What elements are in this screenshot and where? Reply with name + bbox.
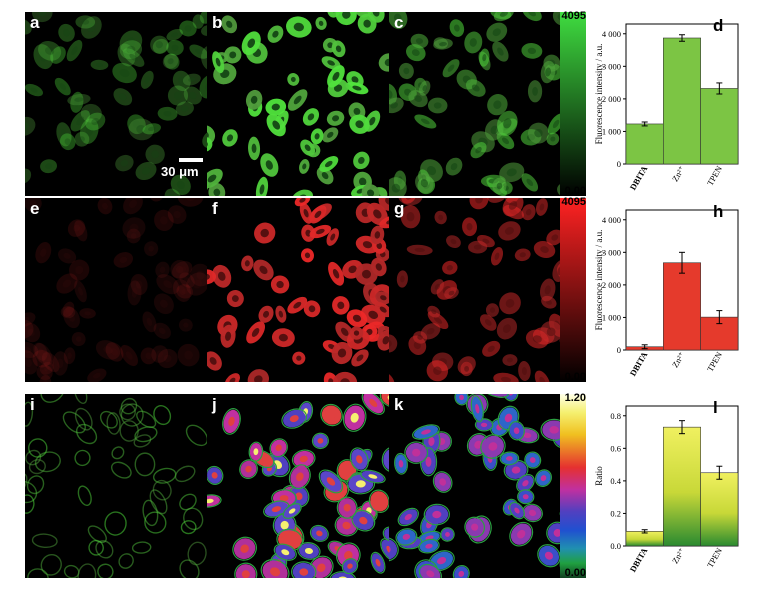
- micrograph-k: k: [389, 394, 571, 578]
- colorbar-green: [560, 12, 586, 196]
- bar-l-1: [663, 426, 701, 547]
- chart-label-l: l: [713, 398, 718, 417]
- bar-l-0: [625, 531, 664, 547]
- chart-svg-d: 0 1 000 2 000 3 000 4 000 Fluorescence intens…: [594, 23, 739, 192]
- y-axis-label: Ratio: [594, 466, 604, 486]
- micrograph-i: i: [25, 394, 207, 578]
- panel-label-c: c: [394, 13, 404, 32]
- panel-label-g: g: [394, 199, 405, 218]
- colorbar-ratio-max: 1.20: [564, 392, 586, 404]
- y-tick-label: 3 000: [602, 247, 621, 257]
- cell-image: [207, 198, 389, 382]
- y-tick-label: 1 000: [602, 312, 621, 322]
- micrograph-a: a 30 μm: [25, 12, 207, 196]
- chart-svg-l: 0.0 0.2 0.4 0.6 0.8 Ratio DBITA Zn²⁺ TPEN: [594, 405, 739, 574]
- category-label-d-2: TPEN: [705, 164, 724, 187]
- panel-label-f: f: [212, 199, 218, 218]
- cell-image: [207, 12, 389, 196]
- panel-label-j: j: [212, 395, 217, 414]
- y-tick-label: 0.0: [610, 541, 621, 551]
- colorbar-red: [560, 198, 586, 382]
- cell-image: [25, 12, 207, 196]
- micrograph-b: b: [207, 12, 389, 196]
- scale-bar-label: 30 μm: [161, 164, 199, 179]
- panel-label-e: e: [30, 199, 40, 218]
- cell-image: [389, 12, 571, 196]
- scale-bar: [179, 158, 203, 162]
- micrograph-c: c: [389, 12, 571, 196]
- bar-chart-l: 0.0 0.2 0.4 0.6 0.8 Ratio DBITA Zn²⁺ TPEN l: [592, 394, 747, 578]
- micrograph-f: f: [207, 198, 389, 382]
- bar-d-0: [625, 123, 664, 165]
- bar-chart-h: 0 1 000 2 000 3 000 4 000 Fluorescence intens…: [592, 198, 747, 382]
- y-tick-label: 1 000: [602, 126, 621, 136]
- bar-chart-d: 0 1 000 2 000 3 000 4 000 Fluorescence intens…: [592, 12, 747, 196]
- chart-label-d: d: [713, 16, 724, 35]
- bar-l-2: [700, 472, 739, 547]
- colorbar-green-max: 4095: [561, 10, 586, 22]
- colorbar-green-min: 0.00: [564, 185, 586, 197]
- y-axis-label: Fluorescence intensity / a.u.: [594, 230, 604, 331]
- cell-image: [389, 198, 571, 382]
- y-tick-label: 4 000: [602, 29, 621, 39]
- micrograph-j: j: [207, 394, 389, 578]
- panel-label-k: k: [394, 395, 404, 414]
- cell-image: [207, 394, 389, 578]
- y-tick-label: 0: [617, 159, 621, 169]
- y-tick-label: 2 000: [602, 94, 621, 104]
- colorbar-ratio: [560, 394, 586, 578]
- category-label-l-2: TPEN: [705, 546, 724, 569]
- y-tick-label: 0.6: [610, 443, 621, 453]
- colorbar-red-max: 4095: [561, 196, 586, 208]
- micrograph-g: g: [389, 198, 571, 382]
- colorbar-ratio-min: 0.00: [564, 567, 586, 579]
- bar-h-1: [663, 262, 701, 351]
- bar-d-1: [663, 37, 701, 165]
- bar-d-2: [700, 88, 739, 165]
- colorbar-red-min: 0.00: [564, 371, 586, 383]
- y-tick-label: 0.4: [610, 476, 621, 486]
- category-label-h-1: Zn²⁺: [670, 350, 687, 370]
- panel-label-b: b: [212, 13, 223, 32]
- y-tick-label: 4 000: [602, 215, 621, 225]
- panel-label-i: i: [30, 395, 35, 414]
- category-label-l-1: Zn²⁺: [670, 546, 687, 566]
- y-axis-label: Fluorescence intensity / a.u.: [594, 44, 604, 145]
- panel-label-a: a: [30, 13, 40, 32]
- y-tick-label: 2 000: [602, 280, 621, 290]
- category-label-d-0: DBITA: [628, 163, 650, 192]
- micrograph-e: e: [25, 198, 207, 382]
- chart-svg-h: 0 1 000 2 000 3 000 4 000 Fluorescence intens…: [594, 209, 739, 378]
- category-label-l-0: DBITA: [628, 545, 650, 574]
- category-label-d-1: Zn²⁺: [670, 164, 687, 184]
- cell-image: [389, 394, 571, 578]
- y-tick-label: 0.2: [610, 508, 621, 518]
- y-tick-label: 0.8: [610, 411, 621, 421]
- chart-label-h: h: [713, 202, 724, 221]
- y-tick-label: 0: [617, 345, 621, 355]
- category-label-h-2: TPEN: [705, 350, 724, 373]
- cell-image: [25, 198, 207, 382]
- y-tick-label: 3 000: [602, 61, 621, 71]
- category-label-h-0: DBITA: [628, 349, 650, 378]
- cell-image: [25, 394, 207, 578]
